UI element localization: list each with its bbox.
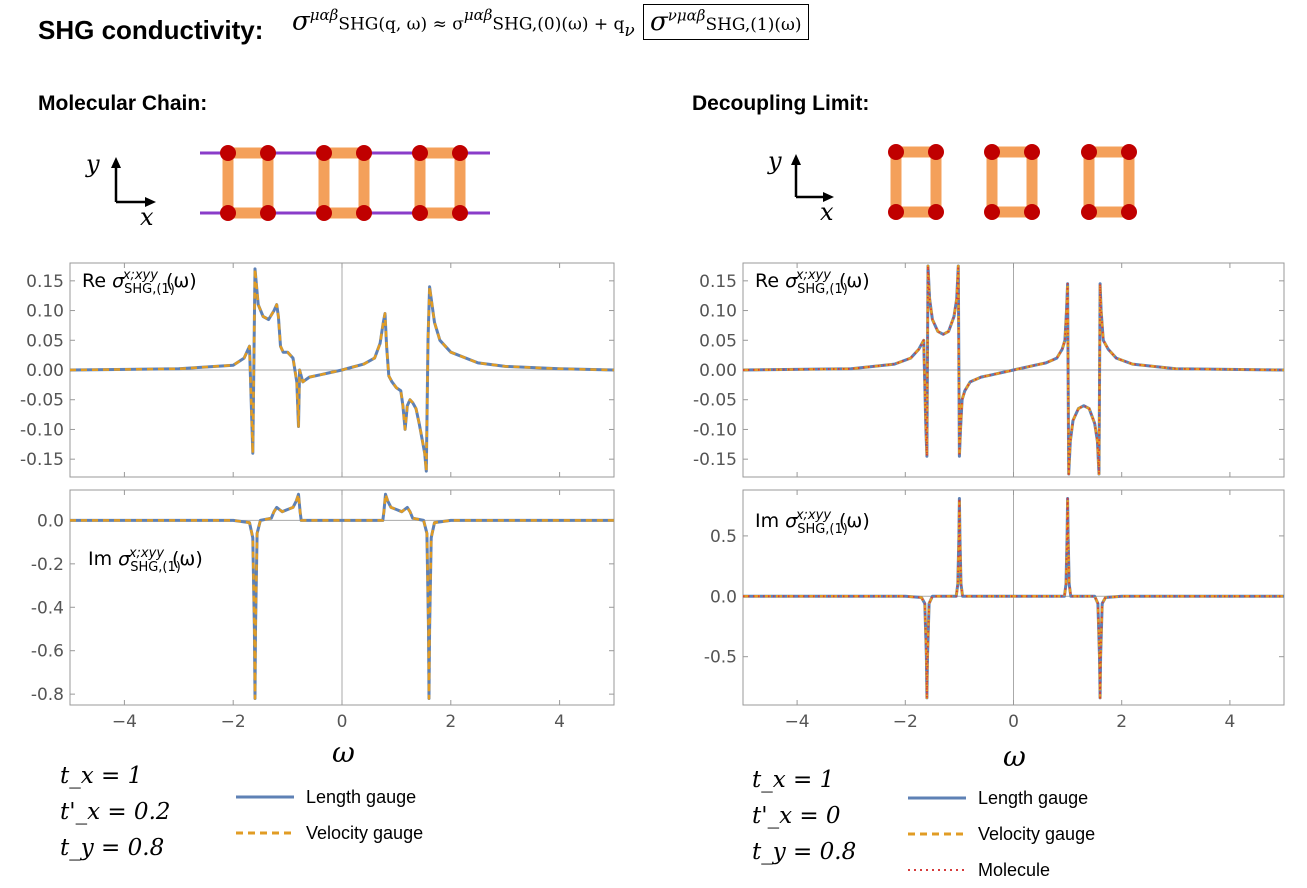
left-param-ty: t_y = 0.8 — [60, 835, 165, 861]
molecular-chain-diagram — [200, 145, 490, 221]
y-tick-label: 0.00 — [26, 361, 64, 381]
right-param-ty: t_y = 0.8 — [752, 839, 857, 865]
legend-velocity-gauge: Velocity gauge — [236, 822, 424, 843]
right-im-plot: 0.5 0.0 -0.5 −4 −2 0 2 4 Im σSHG,(1)x;xyy (ω) — [704, 489, 1285, 732]
panel-label: Im σSHG,(1)x;xyy (ω) — [88, 546, 203, 575]
y-tick-label: -0.8 — [31, 685, 64, 705]
left-im-plot: 0.0 -0.2 -0.4 -0.6 -0.8 −4 −2 0 2 4 Im σSHG,(1)x;x… — [31, 489, 615, 732]
x-tick-label: 0 — [1008, 712, 1019, 732]
y-tick-label: 0.05 — [699, 331, 737, 351]
y-tick-label: 0.10 — [26, 302, 64, 322]
header-label: SHG conductivity: — [38, 15, 264, 45]
y-tick-label: 0.0 — [37, 511, 64, 531]
right-params: t_x = 1 t'_x = 0 t_y = 0.8 — [752, 762, 856, 870]
header-formula: σμαβSHG(q, ω) ≈ σμαβSHG,(0)(ω) + qν σνμα… — [292, 3, 809, 41]
y-tick-label: -0.5 — [704, 648, 737, 668]
right-title: Decoupling Limit: — [692, 92, 870, 115]
left-title: Molecular Chain: — [38, 92, 208, 115]
right-param-tx: t_x = 1 — [752, 767, 835, 793]
decoupled-molecules-diagram — [888, 144, 1137, 220]
x-tick-label: 4 — [1224, 712, 1235, 732]
left-x-axis-label: ω — [332, 736, 355, 769]
y-tick-label: 0.00 — [699, 361, 737, 381]
boxed-term: σνμαβSHG,(1)(ω) — [643, 3, 809, 40]
right-legend: Length gauge Velocity gauge Molecule — [908, 780, 1095, 888]
x-tick-label: −4 — [112, 712, 137, 732]
right-axis-y-label: y — [768, 147, 782, 175]
left-param-txp: t'_x = 0.2 — [60, 799, 171, 825]
left-axis-x-label: x — [140, 203, 154, 231]
left-axis-y-label: y — [86, 150, 100, 178]
panel-label: Re σSHG,(1)x;xyy (ω) — [82, 268, 197, 297]
x-tick-label: 2 — [1116, 712, 1127, 732]
left-axes-icon — [111, 157, 156, 207]
x-tick-label: −2 — [893, 712, 918, 732]
x-tick-label: 4 — [554, 712, 565, 732]
series-velocity-gauge — [70, 493, 614, 700]
y-tick-label: -0.05 — [20, 391, 64, 411]
x-tick-label: 2 — [445, 712, 456, 732]
y-tick-label: -0.05 — [693, 391, 737, 411]
lattice-diagrams — [111, 144, 1137, 221]
legend-velocity-gauge: Velocity gauge — [908, 823, 1096, 844]
legend-length-gauge: Length gauge — [908, 787, 1089, 808]
y-tick-label: -0.2 — [31, 555, 64, 575]
y-tick-label: 0.15 — [699, 272, 737, 292]
legend-molecule: Molecule — [908, 859, 1051, 880]
y-tick-label: -0.10 — [20, 420, 64, 440]
left-param-tx: t_x = 1 — [60, 763, 143, 789]
y-tick-label: 0.5 — [710, 527, 737, 547]
y-tick-label: 0.15 — [26, 272, 64, 292]
panel-label: Im σSHG,(1)x;xyy (ω) — [755, 508, 870, 537]
legend-length-gauge: Length gauge — [236, 786, 417, 807]
y-tick-label: -0.15 — [693, 450, 737, 470]
series-molecule — [742, 265, 1285, 475]
y-tick-label: 0.05 — [26, 331, 64, 351]
y-tick-label: -0.4 — [31, 598, 64, 618]
y-tick-label: -0.10 — [693, 420, 737, 440]
y-tick-label: 0.10 — [699, 302, 737, 322]
y-tick-label: 0.0 — [710, 587, 737, 607]
x-tick-label: 0 — [337, 712, 348, 732]
x-tick-label: −2 — [221, 712, 246, 732]
right-param-txp: t'_x = 0 — [752, 803, 841, 829]
series-molecule — [743, 497, 1284, 699]
right-axes-icon — [791, 154, 834, 202]
y-tick-label: -0.6 — [31, 642, 64, 662]
left-legend: Length gauge Velocity gauge — [236, 779, 423, 851]
x-tick-label: −4 — [785, 712, 810, 732]
panel-label: Re σSHG,(1)x;xyy (ω) — [755, 268, 870, 297]
left-params: t_x = 1 t'_x = 0.2 t_y = 0.8 — [60, 758, 171, 866]
right-x-axis-label: ω — [1003, 740, 1026, 773]
series-velocity-gauge — [69, 267, 615, 473]
right-re-plot: 0.15 0.10 0.05 0.00 -0.05 -0.10 -0.15 Re σSHG,(… — [693, 262, 1285, 478]
left-re-plot: 0.15 0.10 0.05 0.00 -0.05 -0.10 -0.15 Re σSHG,(… — [20, 262, 615, 478]
right-axis-x-label: x — [820, 198, 834, 226]
y-tick-label: -0.15 — [20, 450, 64, 470]
